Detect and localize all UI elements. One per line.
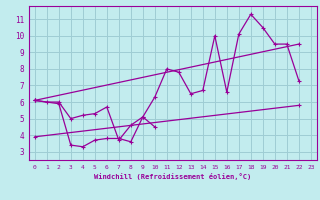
X-axis label: Windchill (Refroidissement éolien,°C): Windchill (Refroidissement éolien,°C) bbox=[94, 173, 252, 180]
